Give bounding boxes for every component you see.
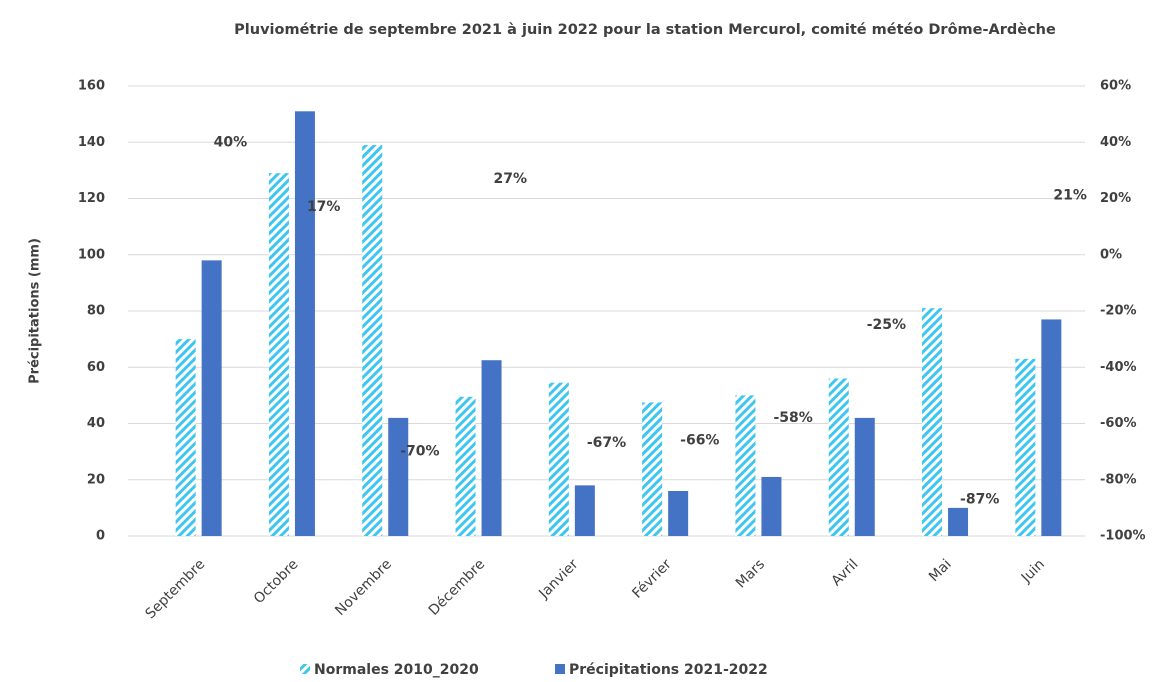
legend-label: Normales 2010_2020 — [314, 662, 479, 678]
bar — [854, 417, 875, 536]
percent-label: 40% — [214, 134, 248, 150]
percent-label: 27% — [494, 171, 528, 187]
x-tick-label: Juin — [1018, 556, 1048, 586]
x-tick-label: Mars — [733, 556, 768, 591]
y2-tick-label: -40% — [1100, 360, 1137, 375]
bar — [548, 382, 569, 536]
bar — [735, 395, 756, 536]
x-tick-label: Octobre — [251, 556, 302, 607]
bar — [922, 308, 943, 536]
y-tick-label: 20 — [87, 472, 105, 487]
bar — [828, 378, 849, 536]
bar — [668, 491, 689, 536]
x-tick-label: Décembre — [426, 556, 488, 618]
bar — [362, 145, 383, 536]
y2-tick-label: -80% — [1100, 472, 1137, 487]
chart-title: Pluviométrie de septembre 2021 à juin 20… — [234, 22, 1056, 38]
y-tick-label: 100 — [78, 247, 105, 262]
percent-label: 21% — [1053, 188, 1087, 204]
y2-tick-label: 20% — [1100, 191, 1131, 206]
y-tick-label: 60 — [87, 360, 105, 375]
x-tick-label: Mai — [926, 556, 955, 585]
y2-tick-label: 0% — [1100, 247, 1122, 262]
y-tick-label: 120 — [78, 191, 105, 206]
bar — [294, 111, 315, 536]
bar — [1041, 319, 1062, 536]
legend-label: Précipitations 2021-2022 — [569, 662, 768, 678]
percent-label: -70% — [400, 444, 439, 460]
legend-swatch — [555, 664, 565, 674]
legend-swatch — [300, 664, 310, 674]
y2-tick-label: 40% — [1100, 135, 1131, 150]
bar — [574, 485, 595, 536]
percent-label: -67% — [587, 435, 626, 451]
y2-tick-label: 60% — [1100, 79, 1131, 94]
y2-tick-label: -100% — [1100, 529, 1146, 544]
bar — [1015, 358, 1036, 536]
y2-tick-label: -60% — [1100, 416, 1137, 431]
y-tick-label: 160 — [78, 79, 105, 94]
x-tick-label: Septembre — [142, 556, 208, 622]
x-tick-label: Novembre — [332, 556, 395, 619]
bar — [481, 360, 502, 536]
percent-label: -66% — [680, 432, 719, 448]
bar — [761, 476, 782, 536]
y2-tick-label: -20% — [1100, 304, 1137, 319]
bar — [455, 396, 476, 536]
y-tick-label: 140 — [78, 135, 105, 150]
bar — [175, 339, 196, 536]
y-tick-label: 40 — [87, 416, 105, 431]
x-tick-label: Février — [629, 556, 675, 602]
y-tick-label: 80 — [87, 304, 105, 319]
percent-label: -25% — [867, 317, 906, 333]
percent-label: 17% — [307, 199, 341, 215]
y-axis-label: Précipitations (mm) — [28, 238, 43, 384]
bar — [268, 173, 289, 536]
bar — [948, 507, 969, 536]
x-tick-label: Avril — [828, 556, 861, 589]
bar — [388, 417, 409, 536]
bar — [201, 260, 222, 536]
percent-label: -58% — [773, 410, 812, 426]
bar — [642, 402, 663, 536]
percent-label: -87% — [960, 491, 999, 507]
x-tick-label: Janvier — [535, 556, 581, 602]
y-tick-label: 0 — [96, 529, 105, 544]
